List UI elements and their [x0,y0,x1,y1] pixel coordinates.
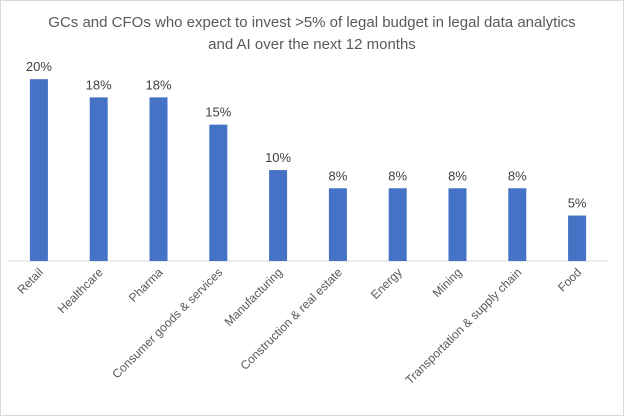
x-tick-label: Pharma [126,265,166,305]
data-label: 8% [329,168,348,183]
bar-retail [29,79,48,261]
bar-pharma [149,97,168,261]
x-tick-label: Energy [368,265,405,302]
data-label: 8% [388,168,407,183]
bar-healthcare [89,97,108,261]
data-label: 5% [568,196,587,211]
data-label: 10% [265,150,291,165]
x-tick-label: Healthcare [55,265,106,316]
bar-construction-real-estate [328,188,347,261]
x-tick-label: Mining [430,265,465,300]
data-label: 18% [86,77,112,92]
bar-manufacturing [269,170,288,261]
data-label: 8% [448,168,467,183]
x-tick-label: Construction & real estate [237,265,345,373]
data-label: 15% [205,105,231,120]
data-label: 18% [145,77,171,92]
bar-mining [448,188,467,261]
bar-transportation-supply-chain [508,188,527,261]
x-tick-label: Food [555,265,584,294]
data-label: 8% [508,168,527,183]
x-tick-label: Consumer goods & services [109,265,225,381]
x-tick-label: Transportation & supply chain [403,265,525,387]
chart-title: GCs and CFOs who expect to invest >5% of… [48,14,576,53]
x-tick-label: Retail [14,265,46,297]
bar-energy [388,188,407,261]
bar-food [568,215,587,261]
bar-consumer-goods-services [209,124,228,262]
x-tick-label: Manufacturing [222,265,286,329]
data-label: 20% [26,59,52,74]
